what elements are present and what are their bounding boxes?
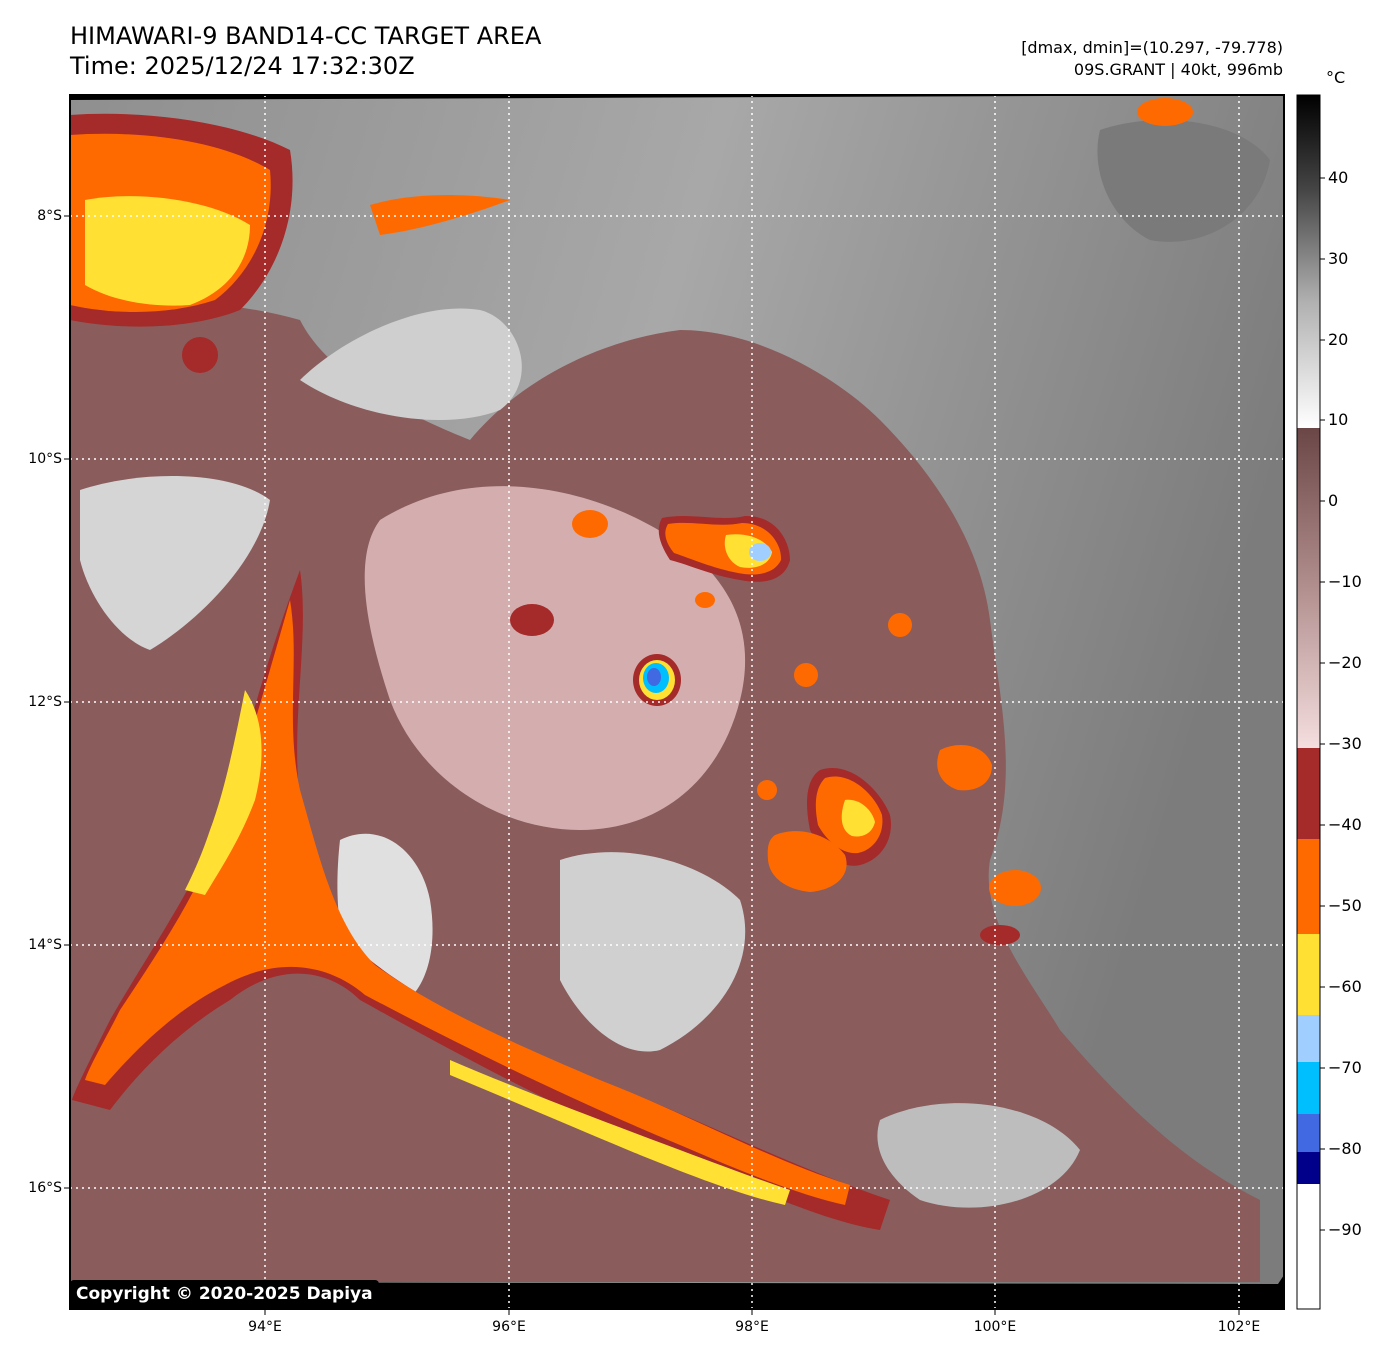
colorbar-tick-label: −60 <box>1328 977 1362 996</box>
storm-center-core <box>647 668 661 686</box>
convective-cell <box>937 745 992 791</box>
colorbar-tick-label: −30 <box>1328 734 1362 753</box>
convective-cell <box>695 592 715 608</box>
lat-label-8s: 8°S <box>37 208 62 224</box>
convection-band <box>370 195 510 235</box>
convective-cluster <box>767 831 847 892</box>
colorbar-tick-label: −90 <box>1328 1220 1362 1239</box>
colorbar-mauve-segment <box>1297 428 1320 748</box>
convective-cell <box>757 780 777 800</box>
lon-label-102e: 102°E <box>1217 1319 1261 1335</box>
convective-cell <box>1137 98 1193 126</box>
image-title: HIMAWARI-9 BAND14-CC TARGET AREA <box>70 22 542 50</box>
graticule <box>70 95 1284 1309</box>
convective-cell <box>182 337 218 373</box>
colorbar-tick-label: 0 <box>1328 491 1339 510</box>
colorbar-unit: °C <box>1326 68 1346 87</box>
lat-label-14s: 14°S <box>28 937 62 953</box>
dmax-dmin-readout: [dmax, dmin]=(10.297, -79.778) <box>1021 38 1283 57</box>
lon-label-94e: 94°E <box>248 1319 282 1335</box>
inner-cloud-region <box>364 486 746 830</box>
colorbar-tick-label: 20 <box>1328 330 1349 349</box>
colorbar-light-blue-segment <box>1297 1015 1320 1062</box>
convection-yellow-core <box>450 1060 790 1205</box>
clear-patch <box>300 308 522 420</box>
convection-nw-yellow <box>85 196 250 306</box>
convective-cell <box>980 925 1020 945</box>
clear-patch <box>1097 120 1270 242</box>
colorbar-dark-blue-segment <box>1297 1152 1320 1184</box>
convective-cell <box>510 604 554 636</box>
lon-label-96e: 96°E <box>492 1319 526 1335</box>
storm-info: 09S.GRANT | 40kt, 996mb <box>1073 60 1283 79</box>
convection-west-arm-orange <box>85 600 850 1205</box>
convection-yellow-core <box>185 690 262 895</box>
lon-label-100e: 100°E <box>973 1319 1017 1335</box>
colorbar-white-segment <box>1297 1184 1320 1309</box>
lat-label-16s: 16°S <box>28 1180 62 1196</box>
colorbar-tick-label: −70 <box>1328 1058 1362 1077</box>
convective-cell-cold <box>749 543 771 561</box>
convective-cluster-east-yellow <box>841 799 875 837</box>
colorbar-yellow-segment <box>1297 934 1320 1015</box>
convective-cell <box>989 870 1041 906</box>
colorbar-grayscale-segment <box>1297 95 1320 428</box>
lat-label-10s: 10°S <box>28 451 62 467</box>
colorbar <box>1296 94 1325 1310</box>
clear-patch <box>560 852 746 1052</box>
colorbar-tick-label: −20 <box>1328 653 1362 672</box>
colorbar-border <box>1296 94 1321 1310</box>
colorbar-dark-red-segment <box>1297 748 1320 839</box>
colorbar-tick-label: −50 <box>1328 896 1362 915</box>
map-border <box>69 94 1285 1310</box>
colorbar-orange-segment <box>1297 839 1320 934</box>
colorbar-tick-label: −10 <box>1328 572 1362 591</box>
colorbar-blue-segment <box>1297 1114 1320 1152</box>
colorbar-tick-label: 40 <box>1328 168 1349 187</box>
colorbar-tick-label: 30 <box>1328 249 1349 268</box>
clear-patch <box>80 476 270 650</box>
colorbar-tick-label: −40 <box>1328 815 1362 834</box>
image-timestamp: Time: 2025/12/24 17:32:30Z <box>70 52 415 80</box>
lon-label-98e: 98°E <box>735 1319 769 1335</box>
convective-cell <box>888 613 912 637</box>
convective-cell <box>572 510 608 538</box>
colorbar-cyan-segment <box>1297 1062 1320 1114</box>
lat-label-12s: 12°S <box>28 694 62 710</box>
clear-patch <box>877 1103 1080 1208</box>
colorbar-tick-label: −80 <box>1328 1139 1362 1158</box>
copyright-badge: Copyright © 2020-2025 Dapiya <box>70 1280 379 1308</box>
convective-cell <box>794 663 818 687</box>
colorbar-tick-label: 10 <box>1328 410 1349 429</box>
